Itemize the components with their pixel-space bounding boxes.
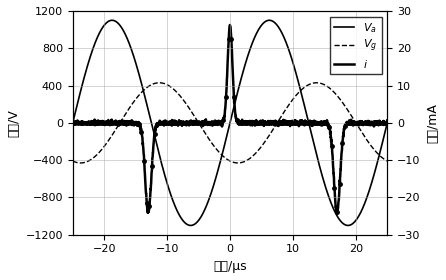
Line: $i$: $i$ [73,25,387,214]
$i$ [376,124,381,127]
$V_a$ [384,121,390,125]
$V_g$ [70,159,75,163]
Line: $V_a$: $V_a$ [73,20,387,225]
$i$ [334,212,340,216]
$V_g$ [318,82,323,85]
Y-axis label: 电流/mA: 电流/mA [426,103,439,143]
$V_a$ [86,60,91,63]
$i$ [70,121,75,124]
Y-axis label: 电压/V: 电压/V [7,109,20,137]
$V_g$ [384,159,390,163]
$i$ [376,123,381,126]
$V_g$ [78,161,83,165]
$i$ [227,23,233,27]
$V_a$ [376,157,381,160]
$V_a$ [215,170,220,174]
$V_g$ [376,153,381,156]
$i$ [223,101,228,104]
$V_g$ [215,149,220,152]
$V_g$ [86,159,91,162]
$V_g$ [314,81,319,85]
$V_a$ [318,168,323,172]
$V_a$ [345,224,351,227]
Line: $V_g$: $V_g$ [73,83,387,163]
$i$ [86,122,91,125]
$i$ [318,123,323,126]
$V_a$ [70,121,75,125]
$i$ [215,123,220,127]
$V_a$ [109,18,115,22]
$V_g$ [223,157,228,160]
X-axis label: 时间/μs: 时间/μs [213,260,247,273]
Legend: $V_a$, $V_g$, $i$: $V_a$, $V_g$, $i$ [330,17,382,74]
$V_a$ [223,138,228,142]
$V_a$ [376,157,381,160]
$V_g$ [376,153,381,156]
$i$ [384,119,390,122]
